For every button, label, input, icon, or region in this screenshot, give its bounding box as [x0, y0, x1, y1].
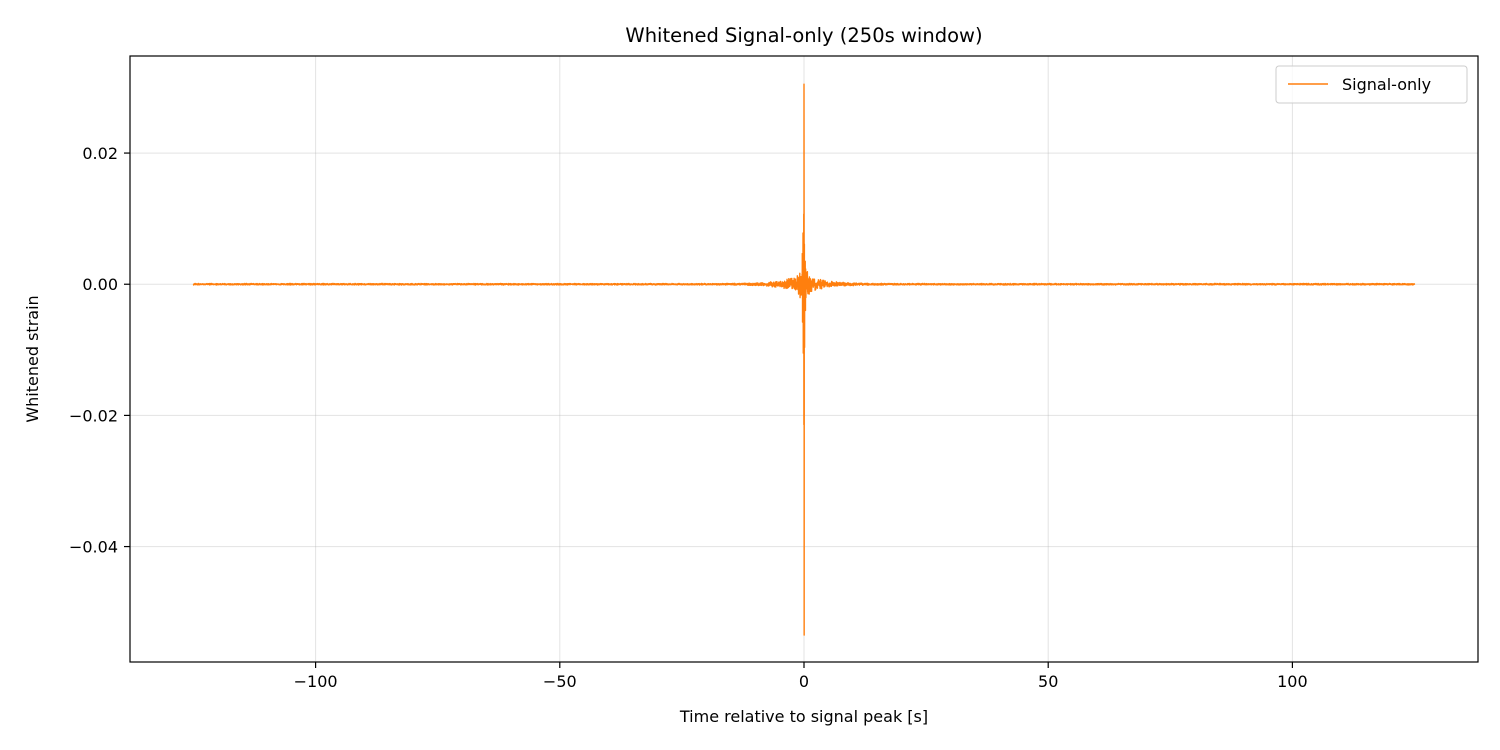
legend: Signal-only — [1275, 65, 1468, 104]
series-line-signal-only — [192, 83, 1416, 636]
x-tick-label: 100 — [1277, 672, 1308, 691]
legend-label: Signal-only — [1342, 75, 1431, 94]
x-tick-label: −50 — [543, 672, 577, 691]
y-axis-label: Whitened strain — [23, 295, 42, 422]
x-axis: −100 −50 0 50 100 — [294, 662, 1308, 691]
series-group — [192, 83, 1416, 636]
y-tick-label: −0.04 — [69, 538, 118, 557]
y-tick-label: 0.00 — [82, 275, 118, 294]
legend-box — [1275, 65, 1468, 104]
y-tick-label: −0.02 — [69, 406, 118, 425]
x-tick-label: 0 — [799, 672, 809, 691]
x-tick-label: 50 — [1038, 672, 1058, 691]
x-tick-label: −100 — [294, 672, 338, 691]
y-tick-label: 0.02 — [82, 144, 118, 163]
x-axis-label: Time relative to signal peak [s] — [679, 707, 928, 726]
chart-title: Whitened Signal-only (250s window) — [625, 24, 982, 47]
y-axis: −0.04 −0.02 0.00 0.02 — [69, 144, 130, 557]
